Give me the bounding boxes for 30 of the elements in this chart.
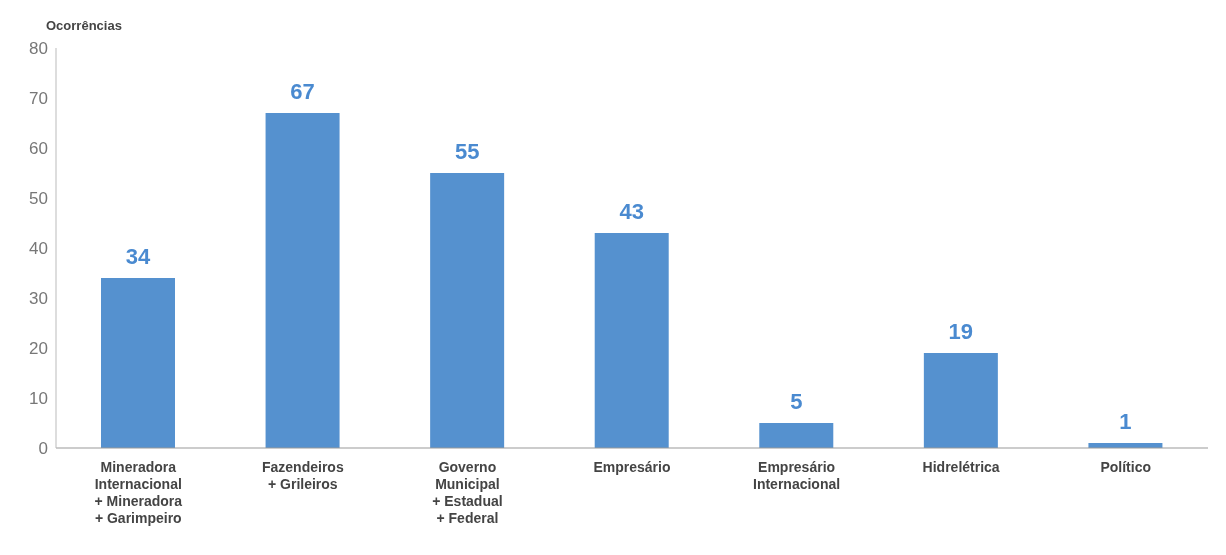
data-label: 19 <box>948 319 974 344</box>
x-tick-label: Mineradora Internacional + Mineradora + Garimpeiro <box>94 459 183 526</box>
data-label: 43 <box>619 199 644 224</box>
y-tick-label: 50 <box>29 189 48 209</box>
bar <box>594 233 669 448</box>
x-tick-label: Fazendeiros + Grileiros <box>262 459 344 492</box>
data-label: 5 <box>790 389 803 414</box>
x-tick-label: Político <box>1100 459 1151 475</box>
y-tick-label: 60 <box>29 139 48 159</box>
y-tick-label: 20 <box>29 339 48 359</box>
y-tick-label: 30 <box>29 289 48 309</box>
data-label: 67 <box>290 79 315 104</box>
data-label: 34 <box>125 244 151 269</box>
x-tick-label: Empresário <box>593 459 671 475</box>
data-label: 1 <box>1119 409 1132 434</box>
bar <box>430 173 505 448</box>
y-tick-label: 40 <box>29 239 48 259</box>
y-tick-label: 0 <box>38 439 48 459</box>
x-tick-label: Governo Municipal + Estadual + Federal <box>432 459 503 526</box>
bar <box>759 423 834 448</box>
data-label: 55 <box>454 139 480 164</box>
bar <box>265 113 340 448</box>
y-axis-title: Ocorrências <box>46 18 122 33</box>
y-tick-label: 10 <box>29 389 48 409</box>
y-tick-label: 80 <box>29 39 48 59</box>
bar <box>101 278 175 448</box>
x-tick-label: Empresário Internacional <box>753 459 841 492</box>
y-tick-label: 70 <box>29 89 48 109</box>
bar <box>923 353 998 448</box>
x-tick-label: Hidrelétrica <box>922 459 1000 475</box>
